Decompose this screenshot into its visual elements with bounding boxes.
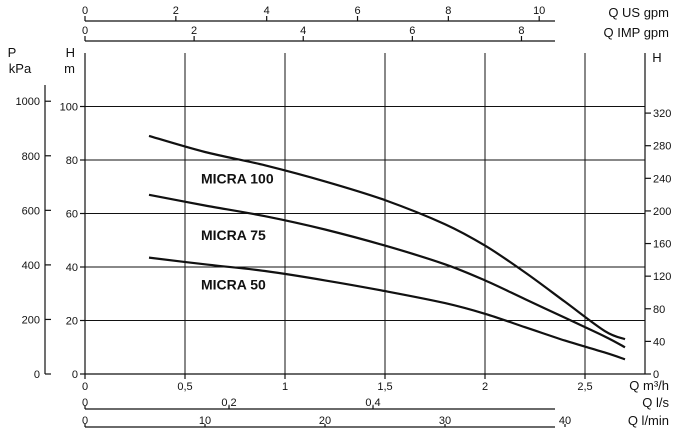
kpa-tick-label: 1000 — [16, 96, 40, 108]
kpa-tick-label: 400 — [22, 260, 40, 272]
curve-label: MICRA 100 — [201, 171, 274, 187]
y-tick-label: 20 — [66, 316, 78, 328]
y-tick-label: 0 — [72, 369, 78, 381]
top-axis-tick-label: 4 — [264, 5, 270, 17]
top-axis-tick-label: 10 — [533, 5, 545, 17]
x-tick-label: 1,5 — [377, 381, 392, 393]
x-tick-label: 2,5 — [577, 381, 592, 393]
top-axis-tick-label: 8 — [445, 5, 451, 17]
curve-micra-50 — [149, 258, 625, 360]
top-axes: 0 2 4 6 8 10 Q US gpm 0 2 4 6 8 Q IMP gpm — [82, 5, 669, 41]
x-tick-label: 1 — [282, 381, 288, 393]
ft-tick-label: 160 — [653, 239, 671, 251]
secondary-x-axis-title: Q l/s — [642, 395, 669, 410]
curve-micra-75 — [149, 195, 625, 347]
top-axis-tick-label: 6 — [409, 25, 415, 37]
ft-tick-label: 240 — [653, 173, 671, 185]
kpa-tick-label: 200 — [22, 314, 40, 326]
x-tick-label: 0 — [82, 381, 88, 393]
secondary-x-tick-label: 0 — [82, 415, 88, 427]
x-tick-label: 2 — [482, 381, 488, 393]
ft-tick-label: 320 — [653, 108, 671, 120]
x-axis-title: Q m³/h — [629, 378, 669, 393]
ft-tick-label: 40 — [653, 336, 665, 348]
secondary-x-tick-label: 0,2 — [221, 397, 236, 409]
kpa-tick-label: 800 — [22, 151, 40, 163]
secondary-x-tick-label: 0 — [82, 397, 88, 409]
top-axis-tick-label: 8 — [518, 25, 524, 37]
curves: MICRA 100 MICRA 75 MICRA 50 — [149, 136, 625, 359]
grid — [85, 53, 645, 374]
y-axis-title: H — [66, 45, 75, 60]
kpa-axis-title: P — [8, 45, 17, 60]
secondary-x-tick-label: 40 — [559, 415, 571, 427]
top-axis-tick-label: 2 — [191, 25, 197, 37]
top-axis-title: Q IMP gpm — [603, 25, 669, 40]
secondary-x-tick-label: 20 — [319, 415, 331, 427]
curve-label: MICRA 75 — [201, 227, 266, 243]
top-axis-title: Q US gpm — [608, 5, 669, 20]
ft-tick-label: 80 — [653, 304, 665, 316]
curve-label: MICRA 50 — [201, 276, 266, 292]
kpa-tick-label: 600 — [22, 205, 40, 217]
top-axis-tick-label: 0 — [82, 25, 88, 37]
x-tick-label: 0,5 — [177, 381, 192, 393]
ft-axis-title: H — [652, 50, 661, 65]
secondary-x-axis-title: Q l/min — [628, 413, 669, 428]
secondary-x-tick-label: 0,4 — [365, 397, 380, 409]
top-axis-tick-label: 4 — [300, 25, 306, 37]
ft-tick-label: 200 — [653, 206, 671, 218]
kpa-tick-label: 0 — [34, 369, 40, 381]
top-axis-tick-label: 6 — [354, 5, 360, 17]
y-tick-label: 40 — [66, 262, 78, 274]
y-tick-label: 80 — [66, 155, 78, 167]
secondary-x-tick-label: 30 — [439, 415, 451, 427]
bottom-axes: 0 0,5 1 1,5 2 2,5 Q m³/h 0 0,2 0,4 Q l/s 0 10 20 30 40 Q… — [82, 374, 670, 428]
y-tick-label: 60 — [66, 209, 78, 221]
y-axis-unit: m — [64, 61, 75, 76]
secondary-x-tick-label: 10 — [199, 415, 211, 427]
kpa-axis-unit: kPa — [9, 61, 32, 76]
top-axis-tick-label: 0 — [82, 5, 88, 17]
y-tick-label: 100 — [60, 102, 78, 114]
ft-tick-label: 280 — [653, 141, 671, 153]
ft-tick-label: 120 — [653, 271, 671, 283]
top-axis-tick-label: 2 — [173, 5, 179, 17]
